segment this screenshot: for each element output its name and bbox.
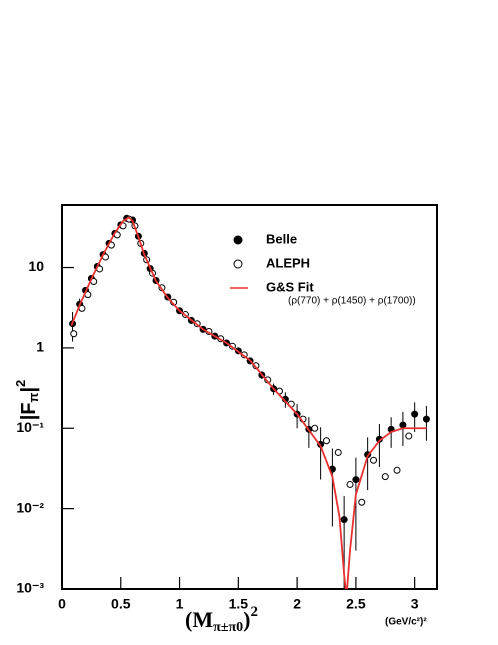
data-point — [334, 448, 342, 456]
x-tick-label: 2.5 — [346, 596, 366, 612]
data-point — [411, 410, 419, 418]
x-tick-label: 2 — [293, 596, 301, 612]
data-point — [346, 480, 354, 488]
data-point — [358, 498, 366, 506]
data-point — [322, 437, 330, 445]
y-tick-label: 10⁻² — [16, 499, 44, 515]
y-tick-label: 10⁻¹ — [16, 419, 44, 435]
y-tick-label: 10 — [28, 258, 44, 274]
x-axis-unit: (GeV/c²)² — [385, 617, 427, 628]
x-tick-label: 0 — [58, 596, 66, 612]
data-point — [311, 424, 319, 432]
data-point — [70, 330, 78, 338]
x-tick-label: 1 — [176, 596, 184, 612]
data-point — [381, 473, 389, 481]
y-axis-label: |Fπ|2 — [13, 380, 41, 421]
annotation: (ρ(770) + ρ(1450) + ρ(1700)) — [288, 296, 416, 307]
data-point — [422, 415, 430, 423]
y-tick-label: 10⁻³ — [16, 580, 44, 596]
x-tick-label: 1.5 — [229, 596, 249, 612]
x-tick-label: 3 — [411, 596, 419, 612]
data-point — [340, 516, 348, 524]
y-tick-label: 1 — [36, 339, 44, 355]
legend-label: Belle — [266, 231, 297, 246]
legend-swatch — [233, 259, 243, 269]
plot-frame — [61, 204, 438, 590]
legend-swatch — [233, 235, 243, 245]
data-point — [405, 432, 413, 440]
data-point — [399, 421, 407, 429]
data-point — [370, 456, 378, 464]
x-tick-label: 0.5 — [111, 596, 131, 612]
legend-label: G&S Fit — [266, 279, 314, 294]
fit-line — [70, 216, 427, 589]
x-axis-label: (Mπ±π0)2 — [185, 604, 258, 635]
legend-label: ALEPH — [266, 255, 310, 270]
data-point — [393, 466, 401, 474]
plot-area — [69, 214, 430, 589]
data-point — [352, 476, 360, 484]
